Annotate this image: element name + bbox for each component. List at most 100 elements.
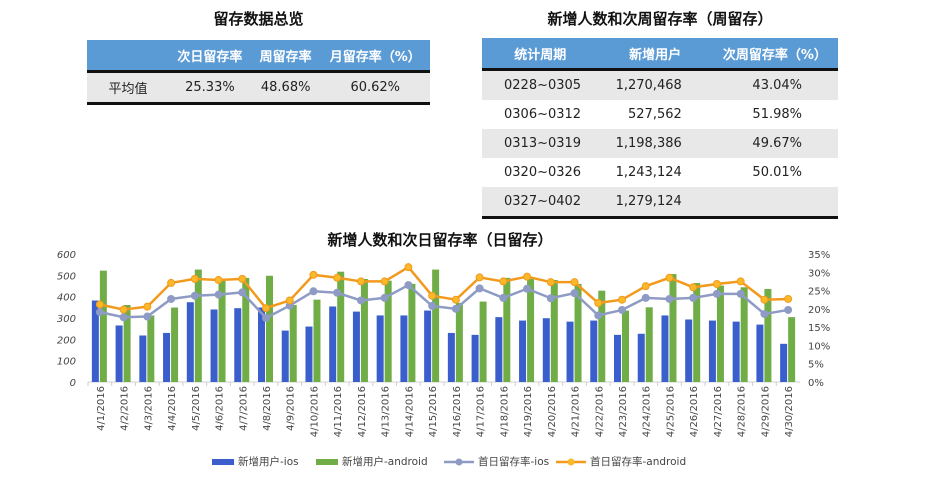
- summary-header: 周留存率: [250, 40, 321, 73]
- x-tick-label: 4/19/2016: [523, 386, 534, 437]
- point-android: [475, 273, 484, 282]
- legend-swatch: [212, 458, 234, 465]
- x-tick-label: 4/3/2016: [143, 386, 154, 431]
- point-ios: [736, 289, 745, 298]
- bar-android: [622, 310, 629, 382]
- point-ios: [451, 304, 460, 313]
- x-tick-label: 4/23/2016: [618, 386, 629, 437]
- bar-ios: [424, 310, 432, 382]
- legend-ios-bar: 新增用户-ios: [212, 454, 299, 469]
- legend-label: 首日留存率-android: [590, 456, 687, 468]
- chart-title: 新增人数和次日留存率（日留存）: [327, 231, 553, 249]
- bar-android: [147, 315, 155, 382]
- point-android: [262, 304, 270, 313]
- weekly-table: 统计周期 新增用户 次周留存率（%） 0228~0305 1,270,468 43.…: [482, 38, 838, 219]
- bar-ios: [163, 332, 171, 382]
- x-tick-label: 4/7/2016: [238, 386, 249, 431]
- point-android: [689, 283, 698, 292]
- point-android: [143, 302, 152, 311]
- point-ios: [404, 281, 413, 290]
- weekly-row: 0228~0305 1,270,468 43.04%: [482, 69, 838, 100]
- x-tick-label: 4/26/2016: [689, 386, 700, 437]
- weekly-cell: 1,198,386: [598, 129, 712, 158]
- summary-header: [87, 40, 169, 73]
- x-tick-label: 4/8/2016: [262, 386, 273, 431]
- legend-label: 新增用户-android: [342, 456, 428, 468]
- bar-android: [337, 271, 345, 382]
- legend-label: 新增用户-ios: [238, 456, 299, 468]
- x-tick-label: 4/21/2016: [571, 386, 582, 437]
- point-ios: [119, 313, 128, 322]
- y-right-tick: 5%: [808, 360, 824, 371]
- bar-android: [194, 269, 202, 382]
- bar-ios: [637, 333, 645, 382]
- point-android: [784, 294, 793, 303]
- bar-ios: [400, 315, 408, 382]
- bar-ios: [661, 315, 669, 382]
- bar-ios: [258, 307, 265, 382]
- bar-android: [99, 270, 107, 382]
- legend-line-icon: [556, 458, 586, 465]
- point-android: [285, 296, 294, 305]
- legend-ios-line: 首日留存率-ios: [444, 454, 549, 469]
- x-tick-label: 4/17/2016: [476, 386, 487, 437]
- point-ios: [594, 311, 603, 320]
- weekly-row: 0313~0319 1,198,386 49.67%: [482, 129, 838, 158]
- weekly-cell: 0228~0305: [482, 69, 599, 100]
- bar-ios: [115, 325, 123, 382]
- summary-title: 留存数据总览: [213, 10, 304, 28]
- weekly-cell: 0313~0319: [482, 129, 599, 158]
- point-ios: [618, 305, 626, 314]
- line-android: [99, 265, 789, 311]
- bar-android: [788, 317, 796, 382]
- bar-android: [408, 283, 416, 382]
- y-left-tick: 400: [57, 293, 76, 304]
- y-right-tick: 0%: [808, 378, 824, 389]
- bar-ios: [732, 321, 740, 382]
- x-tick-label: 4/27/2016: [713, 386, 724, 437]
- bar-android: [645, 307, 653, 382]
- summary-cell: 25.33%: [169, 71, 251, 105]
- bar-ios: [447, 332, 455, 382]
- x-tick-label: 4/18/2016: [499, 386, 510, 437]
- bar-android: [550, 280, 558, 382]
- point-android: [238, 274, 247, 283]
- weekly-cell: 0320~0326: [504, 165, 582, 180]
- bar-ios: [186, 302, 194, 382]
- weekly-cell: 527,562: [628, 107, 682, 122]
- x-tick-label: 4/12/2016: [357, 386, 368, 437]
- legend-line-icon: [444, 458, 474, 465]
- bar-android: [669, 274, 677, 382]
- point-android: [546, 278, 555, 287]
- line-ios: [99, 283, 789, 320]
- weekly-title: 新增人数和次周留存率（周留存）: [547, 10, 773, 28]
- bar-android: [455, 302, 463, 382]
- x-tick-label: 4/24/2016: [642, 386, 653, 437]
- weekly-header: 统计周期: [482, 38, 599, 71]
- x-tick-label: 4/15/2016: [428, 386, 439, 437]
- bar-ios: [139, 335, 147, 382]
- legend-android-bar: 新增用户-android: [316, 454, 428, 469]
- legend-swatch: [316, 458, 338, 465]
- bar-android: [740, 287, 748, 382]
- y-right-tick: 25%: [808, 287, 830, 298]
- bar-android: [266, 275, 273, 382]
- bar-ios: [685, 319, 693, 382]
- summary-cell: 平均值: [87, 71, 169, 105]
- point-android: [451, 295, 460, 304]
- point-android: [356, 277, 365, 286]
- bar-android: [479, 301, 487, 382]
- point-ios: [760, 309, 769, 318]
- legend-label: 首日留存率-ios: [478, 456, 550, 468]
- bar-android: [171, 307, 179, 382]
- point-ios: [95, 308, 104, 317]
- summary-cell: 60.62%: [320, 71, 430, 105]
- bar-ios: [566, 321, 574, 382]
- point-android: [760, 295, 769, 304]
- weekly-cell: 50.01%: [752, 165, 802, 180]
- bar-android: [289, 304, 297, 382]
- point-ios: [190, 291, 199, 300]
- point-ios: [499, 293, 508, 302]
- point-android: [309, 270, 318, 279]
